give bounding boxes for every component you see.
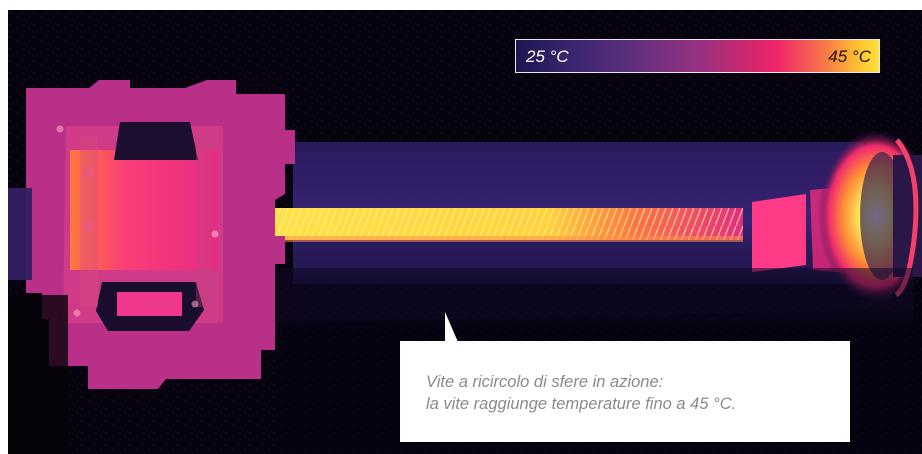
- thermal-scene: [8, 10, 922, 454]
- caption-line-1: Vite a ricircolo di sfere in azione:: [426, 373, 664, 391]
- temperature-scale-bar: 25 °C 45 °C: [515, 39, 880, 73]
- caption-callout: Vite a ricircolo di sfere in azione: la …: [400, 341, 850, 442]
- callout-pointer: [445, 312, 498, 342]
- caption-line-2: la vite raggiunge temperature fino a 45 …: [426, 395, 737, 413]
- scale-min-label: 25 °C: [526, 47, 569, 66]
- thermal-image: 25 °C 45 °C Vite a ricircolo di sfere in…: [8, 10, 922, 454]
- caption-text: Vite a ricircolo di sfere in azione: la …: [426, 371, 841, 415]
- scale-max-label: 45 °C: [828, 47, 871, 66]
